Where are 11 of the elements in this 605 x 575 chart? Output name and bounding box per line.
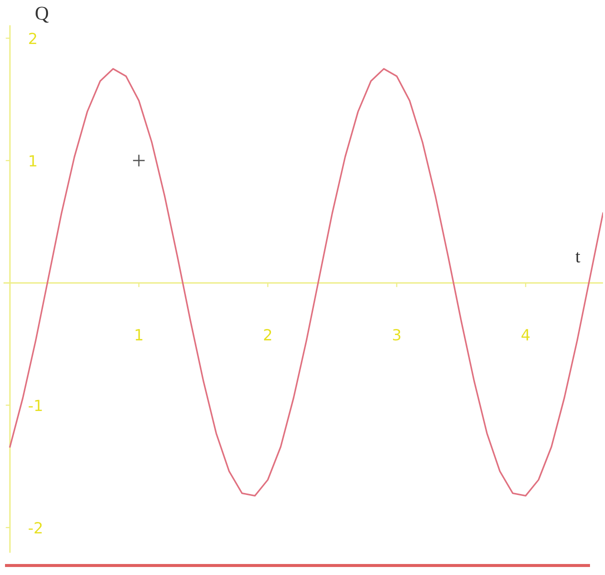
line-series	[9, 68, 603, 496]
x-axis-title: t	[575, 252, 580, 262]
y-axis-title: Q	[36, 6, 49, 23]
x-tick-label: 2	[264, 328, 272, 340]
y-tick-label: -2	[28, 522, 42, 534]
y-tick-label: 1	[30, 155, 36, 166]
y-tick-label: 2	[29, 32, 36, 44]
x-tick-label: 1	[136, 329, 142, 340]
y-tick-label: -1	[28, 400, 42, 412]
x-tick-label: 3	[393, 328, 400, 341]
x-tick-label: 4	[522, 329, 530, 340]
